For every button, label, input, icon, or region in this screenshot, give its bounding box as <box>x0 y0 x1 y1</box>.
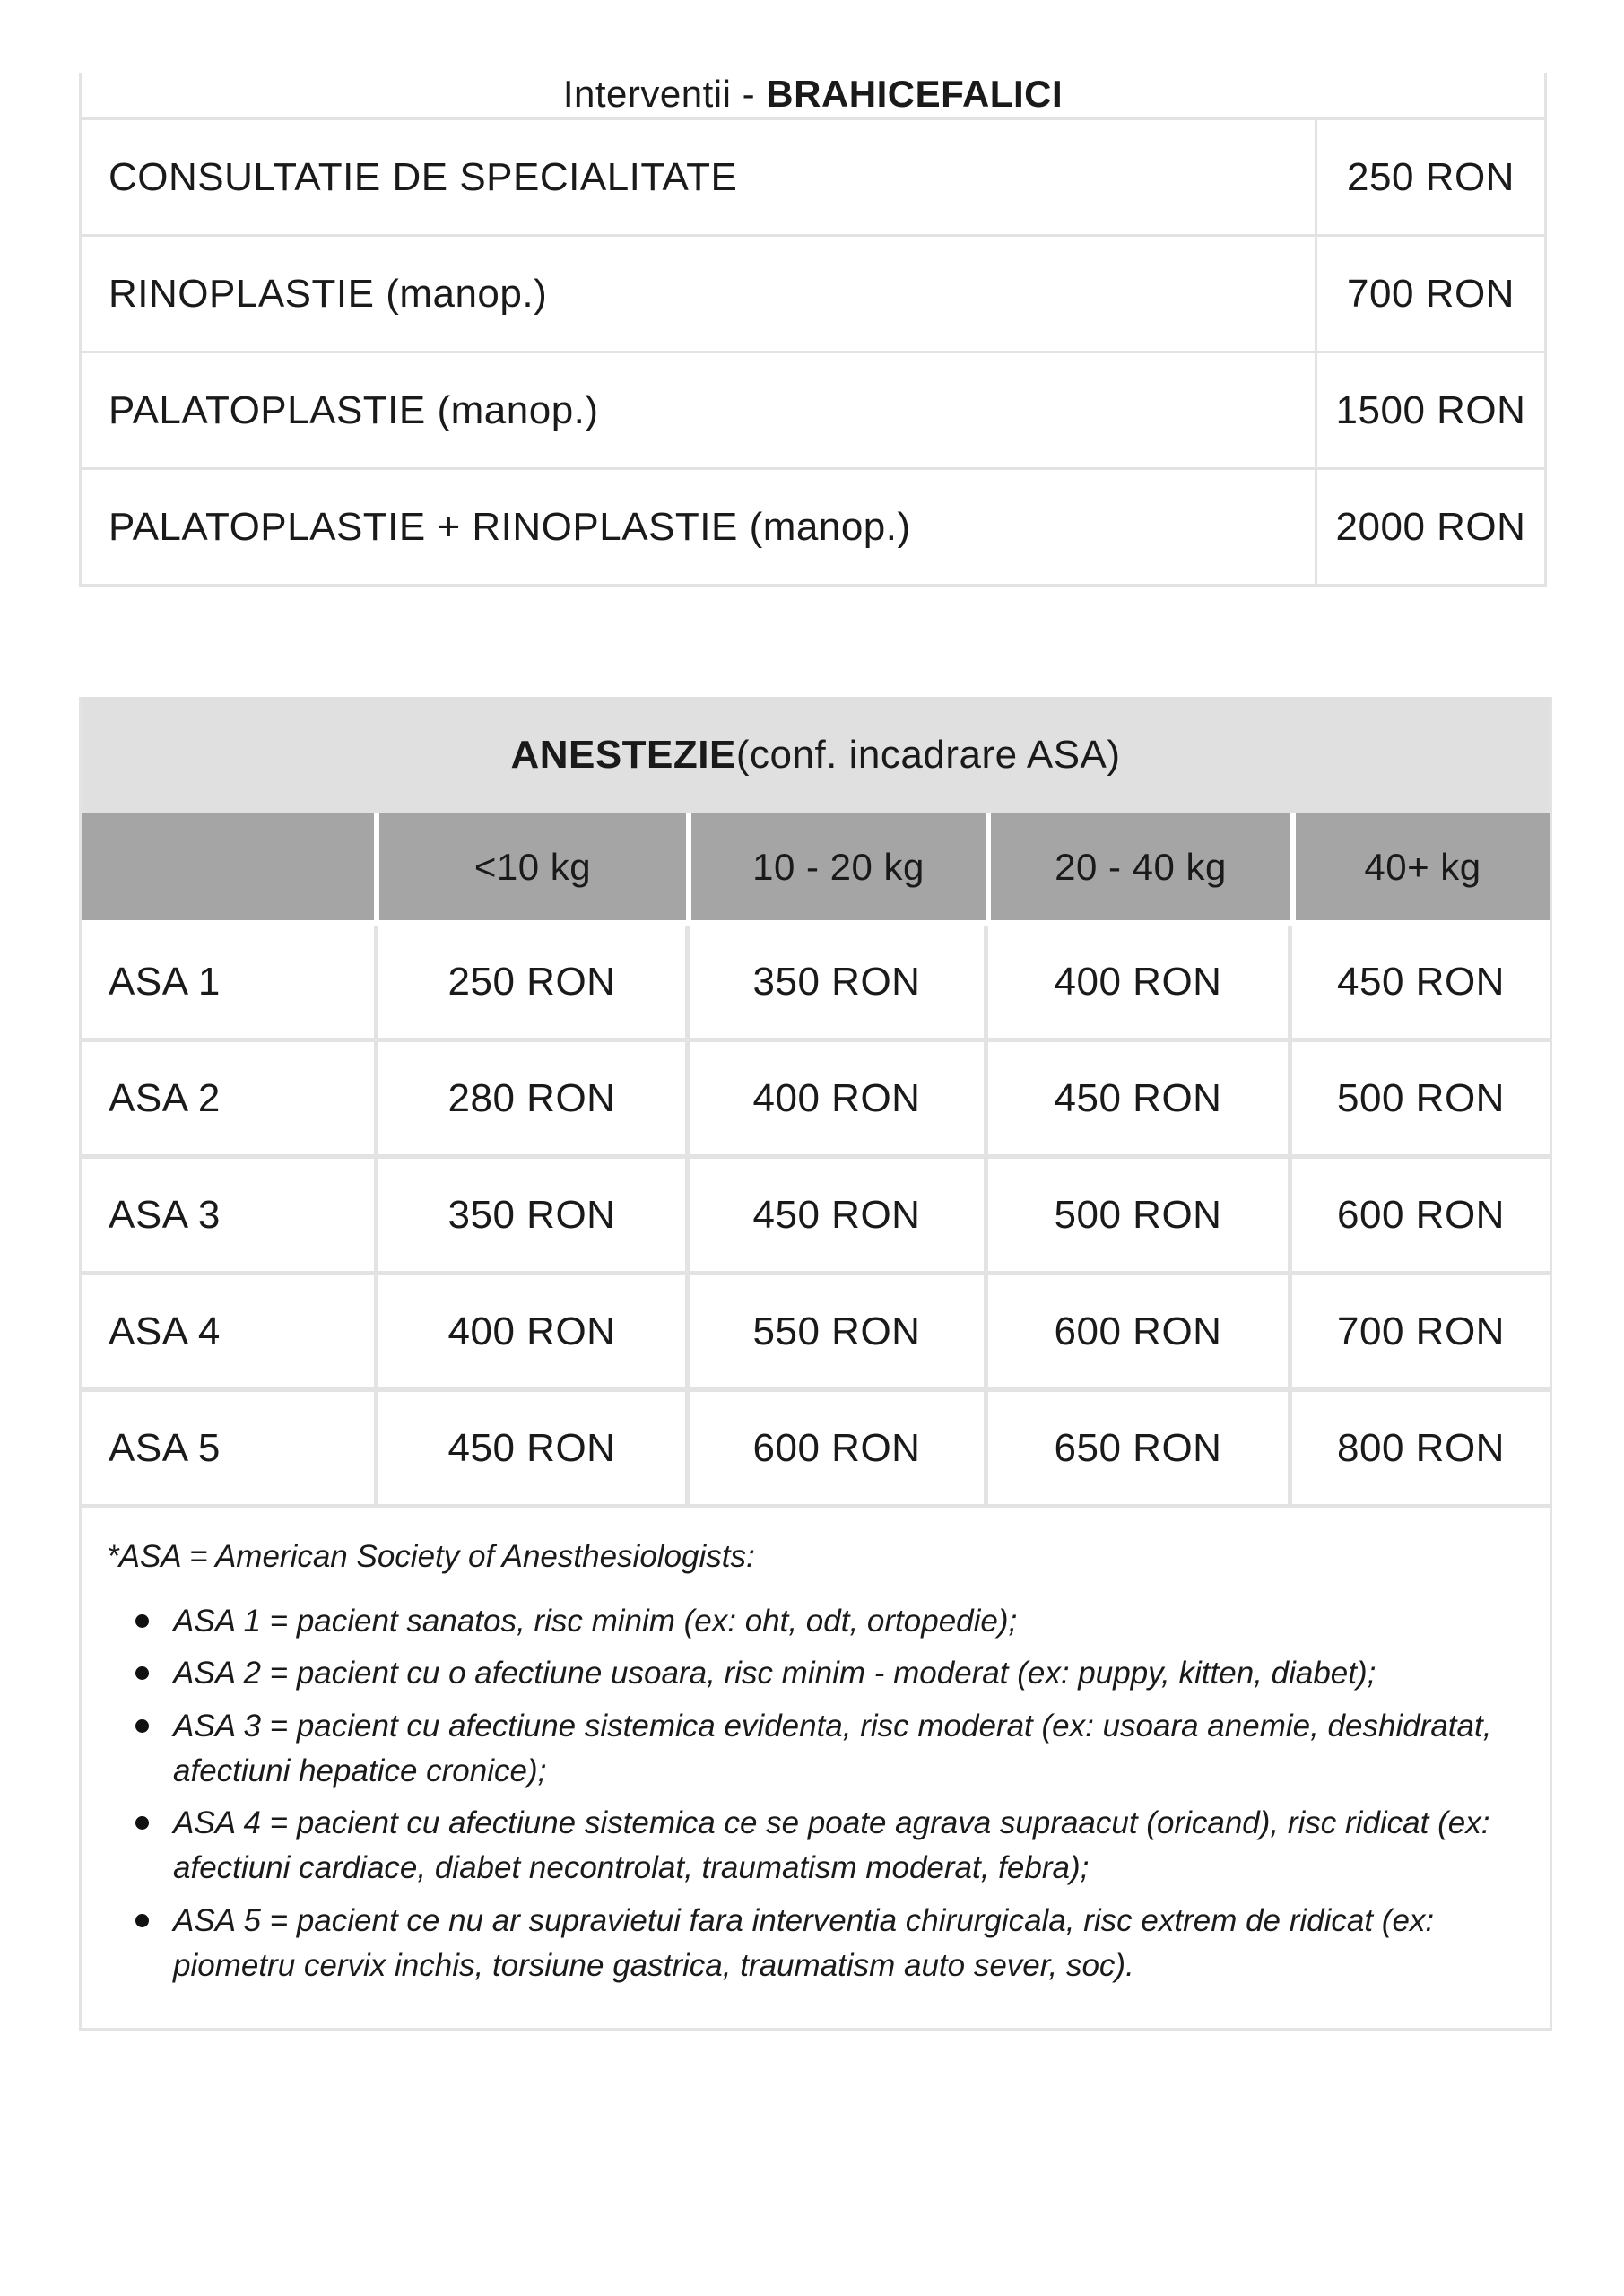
anestezie-price-grid: ASA 1 250 RON 350 RON 400 RON 450 RON AS… <box>82 926 1550 1504</box>
interventii-title-prefix: Interventii - <box>562 73 767 115</box>
price-cell: 500 RON <box>1292 1042 1550 1154</box>
anestezie-table-title: ANESTEZIE (conf. incadrare ASA) <box>82 697 1550 813</box>
price-cell: 450 RON <box>1292 926 1550 1038</box>
footnote-text: ASA 5 = pacient ce nu ar supravietui far… <box>173 1902 1435 1983</box>
bullet-icon <box>135 1666 149 1681</box>
weight-header-cell: <10 kg <box>379 813 686 920</box>
price-cell: 450 RON <box>690 1159 984 1271</box>
price-cell: 600 RON <box>1292 1159 1550 1271</box>
asa-label-cell: ASA 1 <box>82 926 374 1038</box>
weight-header-row: <10 kg 10 - 20 kg 20 - 40 kg 40+ kg <box>82 813 1550 926</box>
interventii-table: Interventii - BRAHICEFALICI CONSULTATIE … <box>79 73 1547 587</box>
price-cell: 450 RON <box>988 1042 1288 1154</box>
asa-label-cell: ASA 4 <box>82 1275 374 1387</box>
footnote-text: ASA 2 = pacient cu o afectiune usoara, r… <box>173 1656 1376 1692</box>
table-row: RINOPLASTIE (manop.) 700 RON <box>79 234 1547 353</box>
weight-header-cell: 40+ kg <box>1296 813 1550 920</box>
anestezie-table: ANESTEZIE (conf. incadrare ASA) <10 kg 1… <box>79 697 1552 2031</box>
price-cell: 350 RON <box>378 1159 685 1271</box>
procedure-label-cell: CONSULTATIE DE SPECIALITATE <box>79 117 1317 237</box>
price-cell: 350 RON <box>690 926 984 1038</box>
procedure-price-cell: 700 RON <box>1315 234 1547 353</box>
footnote-item: ASA 4 = pacient cu afectiune sistemica c… <box>135 1801 1514 1890</box>
price-cell: 280 RON <box>378 1042 685 1154</box>
footnote-text: ASA 1 = pacient sanatos, risc minim (ex:… <box>173 1603 1018 1639</box>
footnote-section: *ASA = American Society of Anesthesiolog… <box>82 1504 1550 2029</box>
procedure-price-cell: 2000 RON <box>1315 467 1547 587</box>
footnote-text: ASA 3 = pacient cu afectiune sistemica e… <box>173 1709 1492 1788</box>
asa-label-cell: ASA 3 <box>82 1159 374 1271</box>
interventii-table-title: Interventii - BRAHICEFALICI <box>79 73 1547 117</box>
weight-header-cell: 10 - 20 kg <box>691 813 986 920</box>
footnote-list: ASA 1 = pacient sanatos, risc minim (ex:… <box>107 1599 1519 1988</box>
table-row: CONSULTATIE DE SPECIALITATE 250 RON <box>79 117 1547 237</box>
footnote-item: ASA 3 = pacient cu afectiune sistemica e… <box>135 1704 1514 1793</box>
price-cell: 650 RON <box>988 1392 1288 1504</box>
weight-header-cell: 20 - 40 kg <box>991 813 1290 920</box>
asa-label-cell: ASA 5 <box>82 1392 374 1504</box>
price-cell: 550 RON <box>690 1275 984 1387</box>
bullet-icon <box>135 1816 149 1831</box>
weight-header-cell-empty <box>82 813 374 920</box>
asa-label-cell: ASA 2 <box>82 1042 374 1154</box>
procedure-label-cell: PALATOPLASTIE + RINOPLASTIE (manop.) <box>79 467 1317 587</box>
footnote-item: ASA 5 = pacient ce nu ar supravietui far… <box>135 1899 1514 1987</box>
price-cell: 600 RON <box>690 1392 984 1504</box>
footnote-text: ASA 4 = pacient cu afectiune sistemica c… <box>173 1805 1490 1886</box>
price-cell: 400 RON <box>378 1275 685 1387</box>
table-row: PALATOPLASTIE (manop.) 1500 RON <box>79 351 1547 470</box>
bullet-icon <box>135 1613 149 1628</box>
bullet-icon <box>135 1913 149 1927</box>
price-cell: 500 RON <box>988 1159 1288 1271</box>
interventii-title-bold: BRAHICEFALICI <box>766 73 1064 115</box>
price-cell: 250 RON <box>378 926 685 1038</box>
price-cell: 400 RON <box>988 926 1288 1038</box>
anestezie-title-rest: (conf. incadrare ASA) <box>735 733 1121 777</box>
footnote-title: *ASA = American Society of Anesthesiolog… <box>107 1539 755 1574</box>
price-cell: 700 RON <box>1292 1275 1550 1387</box>
interventii-price-grid: CONSULTATIE DE SPECIALITATE 250 RON RINO… <box>79 117 1547 587</box>
procedure-price-cell: 1500 RON <box>1315 351 1547 470</box>
procedure-label-cell: PALATOPLASTIE (manop.) <box>79 351 1317 470</box>
anestezie-title-bold: ANESTEZIE <box>510 733 736 777</box>
procedure-label-cell: RINOPLASTIE (manop.) <box>79 234 1317 353</box>
procedure-price-cell: 250 RON <box>1315 117 1547 237</box>
price-cell: 600 RON <box>988 1275 1288 1387</box>
table-row: PALATOPLASTIE + RINOPLASTIE (manop.) 200… <box>79 467 1547 587</box>
footnote-item: ASA 2 = pacient cu o afectiune usoara, r… <box>135 1651 1514 1696</box>
bullet-icon <box>135 1719 149 1734</box>
footnote-item: ASA 1 = pacient sanatos, risc minim (ex:… <box>135 1599 1514 1644</box>
price-cell: 450 RON <box>378 1392 685 1504</box>
price-cell: 400 RON <box>690 1042 984 1154</box>
price-cell: 800 RON <box>1292 1392 1550 1504</box>
